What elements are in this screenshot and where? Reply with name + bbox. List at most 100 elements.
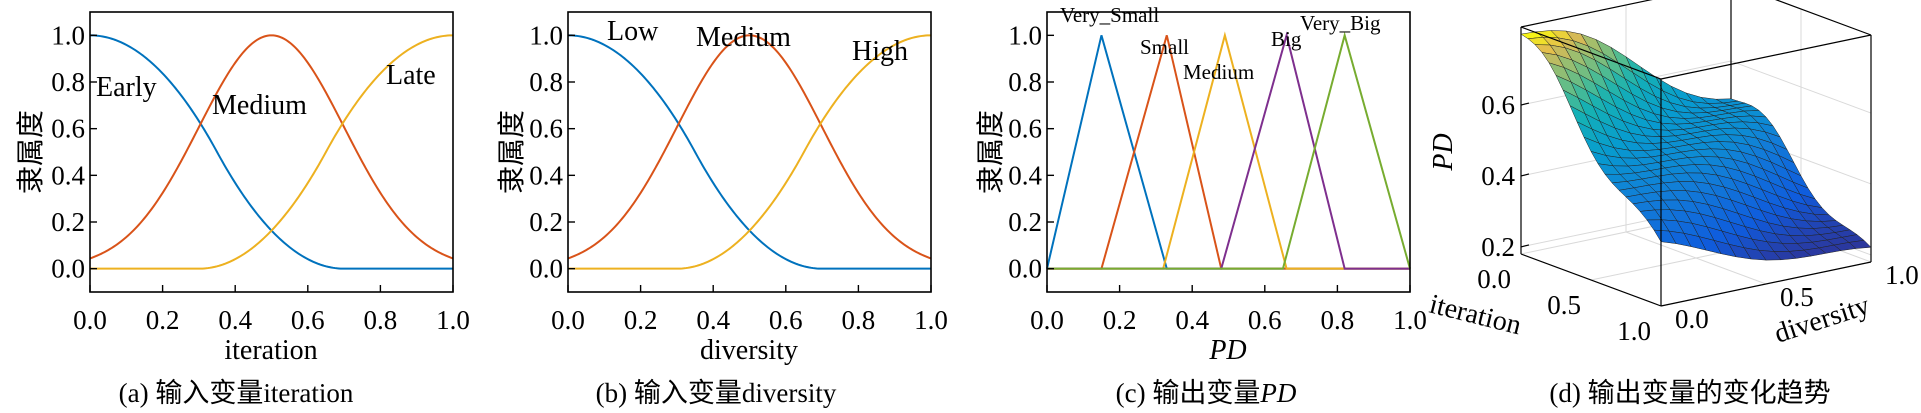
panel-b: 0.0 0.2 0.4 0.6 0.8 1.0 0.0 0.2 0.4 0.6 0.8 1.0 Low… [496,11,948,408]
y-tick-label: 0.6 [1008,114,1042,144]
surface-mesh [1520,30,1872,261]
annotation-very-small: Very_Small [1060,3,1159,27]
plot-c-xlabel: PD [1208,335,1246,366]
series-line-a-late [90,34,454,270]
annotation-early: Early [96,72,157,103]
x-tick-label: 0.8 [842,305,876,335]
panel-d: 0.2 0.4 0.6 0.0 0.5 1.0 0.0 0.5 1.0 PD iteration… [1426,0,1919,408]
plot-b-frame [567,11,932,293]
annotation-small: Small [1140,35,1189,59]
y-tick-label: 0.0 [529,254,563,284]
y-tick-label: 0.0 [51,254,85,284]
series-line-b-medium [567,34,932,260]
series-line-c-very-big [1047,31,1411,270]
plot-a-frame [89,11,454,293]
annotation-medium: Medium [212,90,307,121]
x-tick-label: 0.4 [218,305,252,335]
x-tick-label: 0.2 [146,305,180,335]
caption-b: (b) 输入变量diversity [596,378,837,408]
caption-a: (a) 输入变量iteration [119,378,354,408]
z-tick-mark [1520,102,1530,106]
annotation-low: Low [607,16,659,47]
x-tick-label: 0.8 [1321,305,1355,335]
x-tick-label: 0.0 [551,305,585,335]
caption-c-prefix: (c) 输出变量 [1116,378,1261,408]
x-tick-label: 0.2 [624,305,658,335]
y-tick-label: 0.4 [51,160,85,190]
y-tick-label: 0.4 [1008,160,1042,190]
x-tick-label: 0.0 [1030,305,1064,335]
z-tick-label: 0.4 [1481,161,1515,191]
box-edge-top-front [1520,26,1662,80]
plot-b-xlabel: diversity [700,335,798,366]
plot-a-xlabel: iteration [224,335,317,366]
x-tick-label: 0.6 [1248,305,1282,335]
z-tick-label: 0.6 [1481,90,1515,120]
caption-d: (d) 输出变量的变化趋势 [1549,378,1830,408]
x-tick-label: 0.4 [1175,305,1209,335]
y-tick-label-3d: 0.0 [1675,304,1709,334]
y-tick-label: 1.0 [1008,20,1042,50]
panel-c: 0.0 0.2 0.4 0.6 0.8 1.0 0.0 0.2 0.4 0.6 0.8 1.0 Ver… [975,3,1427,408]
panel-a: 0.0 0.2 0.4 0.6 0.8 1.0 0.0 0.2 0.4 0.6 0.8 1.0 Ear… [15,11,470,408]
z-tick-label: 0.2 [1481,232,1515,262]
y-tick-label: 0.4 [529,160,563,190]
annotation-big: Big [1271,27,1302,51]
series-line-b-low [567,34,931,270]
y-tick-label: 0.8 [51,67,85,97]
y-tick-label: 0.8 [529,67,563,97]
x-tick-label: 1.0 [1393,305,1427,335]
x-tick-label-3d: 0.0 [1477,264,1511,294]
plot-c-lines [1046,31,1411,270]
y-tick-label: 0.6 [529,114,563,144]
box-edge-top-right [1660,34,1872,80]
series-line-a-medium [89,34,454,260]
box-edge-iteration-axis [1520,253,1662,307]
x-tick-label: 1.0 [914,305,948,335]
box-edge [1775,0,1872,36]
y-tick-label: 1.0 [529,20,563,50]
annotation-medium-b: Medium [696,22,791,53]
y-tick-label: 0.2 [51,207,85,237]
plot-c-frame [1046,11,1411,293]
surface-box-front [1520,26,1872,307]
plot-a-ylabel: 隶属度 [15,110,47,194]
annotation-high: High [852,36,908,67]
x-tick-label: 0.6 [769,305,803,335]
x-tick-label: 0.6 [291,305,325,335]
x-tick-label-3d: 0.5 [1547,290,1581,320]
y-tick-label: 0.0 [1008,254,1042,284]
y-tick-label-3d: 1.0 [1885,260,1919,290]
caption-c: (c) 输出变量PD [1116,378,1297,408]
z-tick-mark [1520,173,1530,177]
surface-xlabel: iteration [1426,289,1524,342]
x-tick-label: 0.4 [696,305,730,335]
y-tick-label: 1.0 [51,20,85,50]
surface-patch [1653,229,1677,244]
plot-c-ticks: 0.0 0.2 0.4 0.6 0.8 1.0 0.0 0.2 0.4 0.6 0.8 1.0 [1008,20,1427,335]
plot-a-ticks: 0.0 0.2 0.4 0.6 0.8 1.0 0.0 0.2 0.4 0.6 0.8 1.0 [51,20,470,335]
y-tick-label: 0.6 [51,114,85,144]
grid-y-floor [1625,231,1767,285]
x-tick-label: 0.2 [1103,305,1137,335]
series-line-b-high [568,34,932,270]
x-tick-label: 0.0 [73,305,107,335]
plot-b-ylabel: 隶属度 [496,110,528,194]
annotation-medium-c: Medium [1183,60,1254,84]
x-tick-label: 0.8 [364,305,398,335]
z-tick-mark [1520,244,1530,248]
y-tick-label: 0.8 [1008,67,1042,97]
y-tick-label-3d: 0.5 [1780,282,1814,312]
plot-b-ticks: 0.0 0.2 0.4 0.6 0.8 1.0 0.0 0.2 0.4 0.6 0.8 1.0 [529,20,948,335]
plot-c-ylabel: 隶属度 [975,110,1007,194]
box-edge-diversity-axis [1660,261,1872,307]
surface-ticks: 0.2 0.4 0.6 0.0 0.5 1.0 0.0 0.5 1.0 [1477,90,1919,346]
y-tick-label: 0.2 [529,207,563,237]
plot-b-lines [567,34,932,270]
x-tick-label: 1.0 [436,305,470,335]
surface-zlabel: PD [1428,133,1459,171]
x-tick-label-3d: 1.0 [1617,316,1651,346]
annotation-very-big: Very_Big [1300,11,1381,35]
caption-c-var: PD [1259,378,1296,408]
